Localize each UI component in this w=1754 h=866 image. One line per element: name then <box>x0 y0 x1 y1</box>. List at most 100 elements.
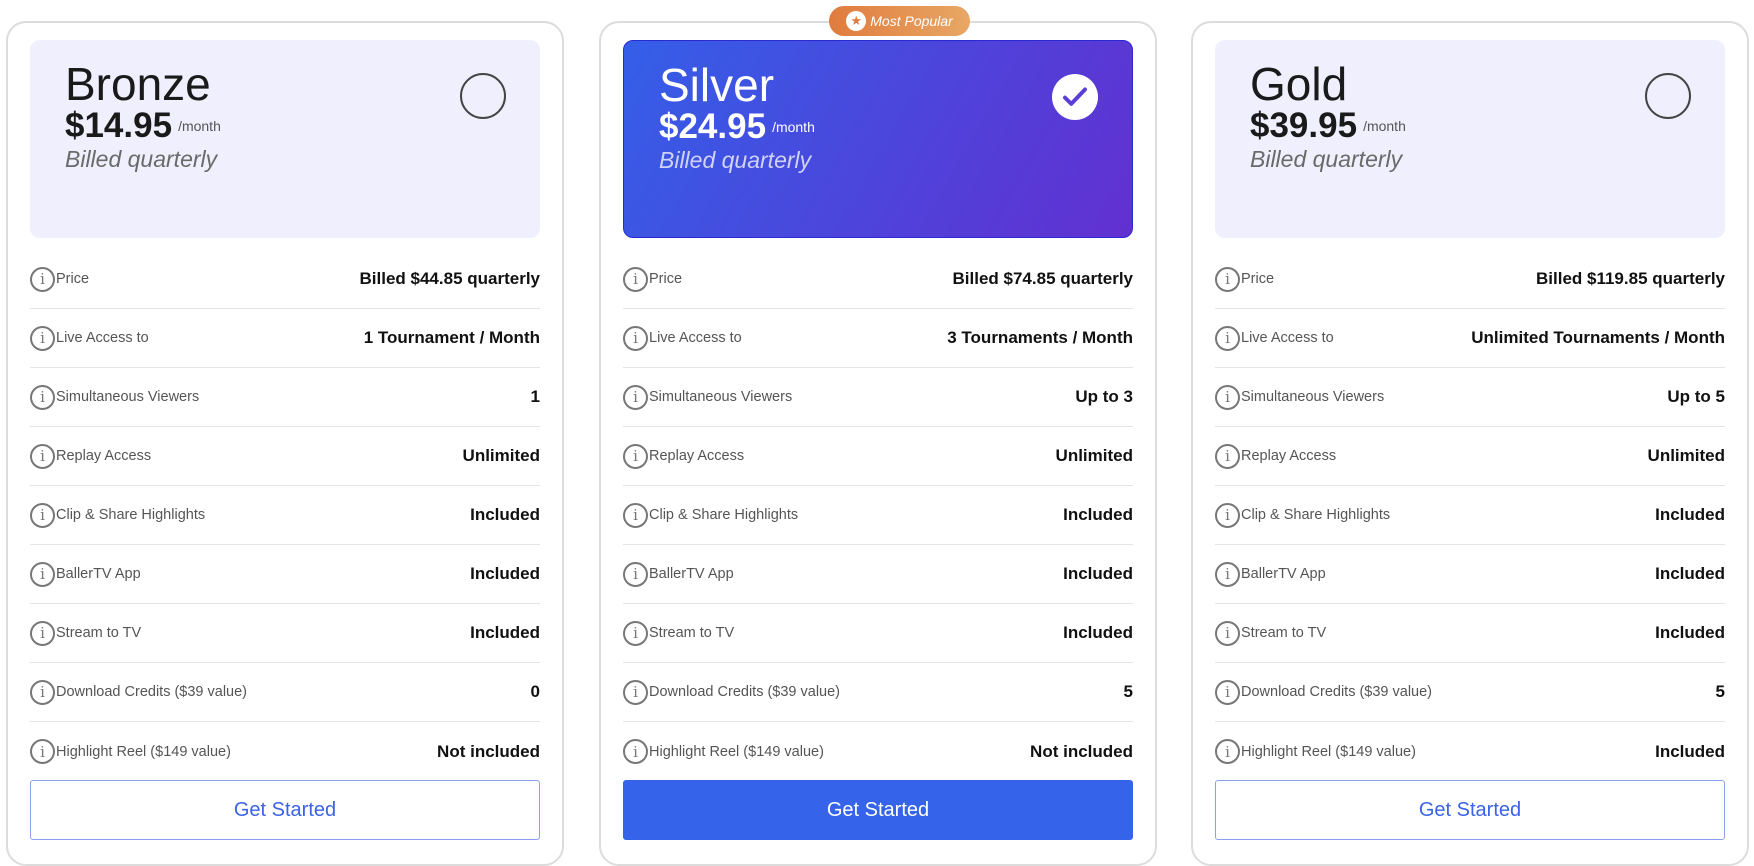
plan-card-gold[interactable]: Gold $39.95/month Billed quarterly i Pric… <box>1191 21 1749 866</box>
feature-label: i Clip & Share Highlights <box>1215 502 1391 528</box>
feature-value: Included <box>1063 505 1133 524</box>
info-icon[interactable]: i <box>623 620 648 646</box>
info-icon[interactable]: i <box>623 502 648 528</box>
info-icon[interactable]: i <box>623 266 648 292</box>
select-radio[interactable] <box>460 73 506 119</box>
info-icon[interactable]: i <box>30 384 55 410</box>
feature-row: i Stream to TV Included <box>30 604 540 663</box>
feature-label-text: Download Credits ($39 value) <box>56 684 248 700</box>
feature-label-text: Live Access to <box>56 330 149 346</box>
feature-label-text: Download Credits ($39 value) <box>1241 684 1433 700</box>
feature-label-text: Live Access to <box>649 330 742 346</box>
feature-value: Included <box>1063 564 1133 583</box>
feature-label-text: Clip & Share Highlights <box>649 507 799 523</box>
info-icon[interactable]: i <box>623 443 648 469</box>
get-started-button[interactable]: Get Started <box>623 780 1133 840</box>
plan-header[interactable]: Bronze $14.95/month Billed quarterly <box>30 40 540 238</box>
feature-value: Unlimited Tournaments / Month <box>1471 328 1725 347</box>
feature-row: i Stream to TV Included <box>1215 604 1725 663</box>
plan-price: $24.95/month <box>659 109 1097 145</box>
feature-row: i BallerTV App Included <box>623 545 1133 604</box>
info-icon[interactable]: i <box>1215 739 1240 764</box>
star-icon: ★ <box>846 11 867 31</box>
feature-value: Billed $119.85 quarterly <box>1536 269 1725 288</box>
info-icon[interactable]: i <box>30 620 55 646</box>
feature-value: Not included <box>1030 741 1133 761</box>
selected-check-icon[interactable] <box>1052 74 1098 120</box>
info-icon[interactable]: i <box>30 561 55 587</box>
feature-label: i Download Credits ($39 value) <box>623 679 840 705</box>
plan-header[interactable]: Silver $24.95/month Billed quarterly <box>623 40 1133 238</box>
plan-card-silver[interactable]: Silver $24.95/month Billed quarterly i Pr… <box>599 21 1157 866</box>
plan-name: Silver <box>659 59 775 111</box>
feature-label-text: Simultaneous Viewers <box>56 389 200 405</box>
feature-value: Billed $74.85 quarterly <box>952 269 1133 288</box>
info-icon[interactable]: i <box>1215 620 1240 646</box>
feature-label-text: Stream to TV <box>1241 625 1327 641</box>
feature-value: Included <box>470 505 540 524</box>
feature-row: i Clip & Share Highlights Included <box>1215 486 1725 545</box>
feature-label: i Live Access to <box>1215 325 1334 351</box>
feature-label: i Live Access to <box>30 325 149 351</box>
feature-row: i Simultaneous Viewers Up to 3 <box>623 368 1133 427</box>
feature-label-text: Stream to TV <box>56 625 142 641</box>
feature-row: i Live Access to 1 Tournament / Month <box>30 309 540 368</box>
feature-value: Included <box>1655 741 1725 761</box>
price-amount: $24.95 <box>659 107 767 146</box>
get-started-button[interactable]: Get Started <box>30 780 540 840</box>
info-icon[interactable]: i <box>1215 443 1240 469</box>
feature-row: i Price Billed $74.85 quarterly <box>623 250 1133 309</box>
info-icon[interactable]: i <box>30 266 55 292</box>
info-icon[interactable]: i <box>30 325 55 351</box>
info-icon[interactable]: i <box>30 679 55 705</box>
info-icon[interactable]: i <box>30 443 55 469</box>
feature-label: i Stream to TV <box>1215 620 1327 646</box>
feature-value: 1 Tournament / Month <box>363 328 540 347</box>
info-icon[interactable]: i <box>1215 384 1240 410</box>
feature-value: Unlimited <box>1647 446 1725 465</box>
feature-row: i Replay Access Unlimited <box>623 427 1133 486</box>
feature-label-text: Simultaneous Viewers <box>649 389 793 405</box>
price-period: /month <box>772 119 815 135</box>
plan-header[interactable]: Gold $39.95/month Billed quarterly <box>1215 40 1725 238</box>
info-icon[interactable]: i <box>1215 679 1240 705</box>
feature-value: 1 <box>530 387 540 406</box>
feature-value: 0 <box>530 682 540 701</box>
plan-card-bronze[interactable]: Bronze $14.95/month Billed quarterly i Pr… <box>6 21 564 866</box>
info-icon[interactable]: i <box>623 561 648 587</box>
info-icon[interactable]: i <box>30 739 55 764</box>
info-icon[interactable]: i <box>1215 561 1240 587</box>
plan-price: $39.95/month <box>1250 108 1690 144</box>
info-icon[interactable]: i <box>30 502 55 528</box>
feature-value: Included <box>470 564 540 583</box>
feature-value: Not included <box>437 741 540 761</box>
info-icon[interactable]: i <box>623 384 648 410</box>
info-icon[interactable]: i <box>623 679 648 705</box>
feature-label: i Stream to TV <box>30 620 142 646</box>
feature-label: i Replay Access <box>30 443 151 469</box>
feature-label: i Download Credits ($39 value) <box>1215 679 1433 705</box>
price-period: /month <box>1363 118 1406 134</box>
feature-label-text: Stream to TV <box>649 625 735 641</box>
feature-value: Included <box>1063 623 1133 642</box>
feature-row: i Live Access to Unlimited Tournaments / … <box>1215 309 1725 368</box>
feature-label: i Highlight Reel ($149 value) <box>30 739 231 764</box>
feature-label-text: BallerTV App <box>1241 566 1326 582</box>
feature-row: i Download Credits ($39 value) 0 <box>30 663 540 722</box>
feature-row: i Highlight Reel ($149 value) Not include… <box>623 722 1133 781</box>
info-icon[interactable]: i <box>623 325 648 351</box>
feature-row: i Clip & Share Highlights Included <box>623 486 1133 545</box>
info-icon[interactable]: i <box>1215 325 1240 351</box>
feature-row: i Replay Access Unlimited <box>1215 427 1725 486</box>
info-icon[interactable]: i <box>1215 266 1240 292</box>
feature-label-text: Clip & Share Highlights <box>1241 507 1391 523</box>
info-icon[interactable]: i <box>1215 502 1240 528</box>
select-radio[interactable] <box>1645 73 1691 119</box>
price-period: /month <box>178 118 221 134</box>
info-icon[interactable]: i <box>623 739 648 764</box>
feature-value: Unlimited <box>462 446 540 465</box>
feature-label: i Simultaneous Viewers <box>623 384 793 410</box>
get-started-button[interactable]: Get Started <box>1215 780 1725 840</box>
most-popular-badge: ★ Most Popular <box>829 6 970 36</box>
feature-row: i Clip & Share Highlights Included <box>30 486 540 545</box>
